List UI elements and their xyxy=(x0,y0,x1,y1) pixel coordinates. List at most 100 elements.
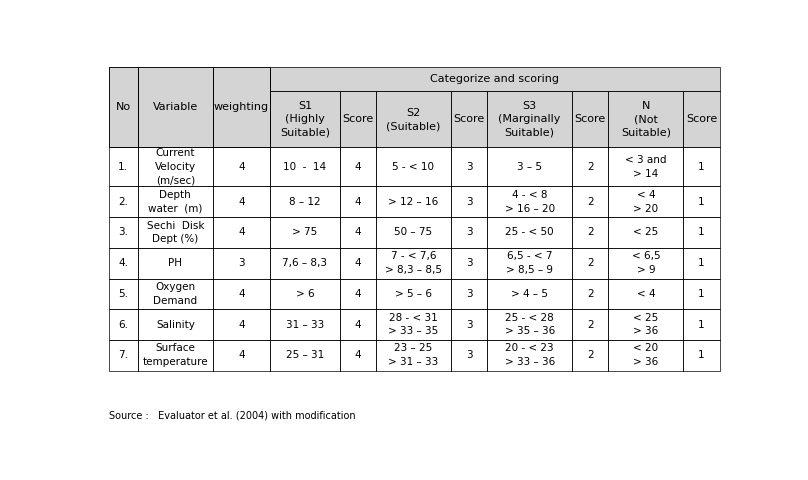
Bar xyxy=(487,147,572,186)
Bar xyxy=(108,217,137,248)
Bar xyxy=(608,278,684,309)
Text: 4: 4 xyxy=(238,289,245,299)
Bar xyxy=(572,217,608,248)
Text: 28 - < 31
> 33 – 35: 28 - < 31 > 33 – 35 xyxy=(389,313,439,336)
Bar xyxy=(451,278,487,309)
Text: PH: PH xyxy=(168,258,183,268)
Text: 4 - < 8
> 16 – 20: 4 - < 8 > 16 – 20 xyxy=(504,190,555,214)
Bar xyxy=(108,67,137,147)
Bar xyxy=(339,340,376,371)
Bar xyxy=(213,278,270,309)
Bar xyxy=(213,147,270,186)
Text: 1: 1 xyxy=(698,228,705,238)
Bar xyxy=(376,248,451,278)
Bar xyxy=(376,147,451,186)
Bar xyxy=(572,309,608,340)
Bar xyxy=(451,309,487,340)
Bar xyxy=(108,147,137,186)
Text: 25 - < 28
> 35 – 36: 25 - < 28 > 35 – 36 xyxy=(504,313,555,336)
Bar xyxy=(270,217,339,248)
Bar xyxy=(572,147,608,186)
Bar xyxy=(137,309,213,340)
Text: 1: 1 xyxy=(698,289,705,299)
Bar xyxy=(137,340,213,371)
Bar xyxy=(270,309,339,340)
Bar xyxy=(213,186,270,217)
Bar xyxy=(451,147,487,186)
Text: 4: 4 xyxy=(355,350,361,360)
Text: 3: 3 xyxy=(465,258,473,268)
Bar xyxy=(451,186,487,217)
Text: 1: 1 xyxy=(698,162,705,172)
Bar xyxy=(339,248,376,278)
Bar xyxy=(137,186,213,217)
Bar xyxy=(213,217,270,248)
Text: < 4: < 4 xyxy=(637,289,655,299)
Bar xyxy=(608,91,684,147)
Text: 4: 4 xyxy=(355,320,361,330)
Bar xyxy=(339,278,376,309)
Bar xyxy=(376,217,451,248)
Bar xyxy=(137,67,213,147)
Bar xyxy=(487,309,572,340)
Bar xyxy=(108,147,137,186)
Bar xyxy=(339,309,376,340)
Bar xyxy=(108,186,137,217)
Bar xyxy=(270,217,339,248)
Text: Score: Score xyxy=(574,114,606,124)
Bar xyxy=(376,186,451,217)
Bar xyxy=(608,340,684,371)
Text: 2: 2 xyxy=(587,258,594,268)
Text: Categorize and scoring: Categorize and scoring xyxy=(431,74,559,84)
Text: > 6: > 6 xyxy=(296,289,314,299)
Bar xyxy=(451,340,487,371)
Bar xyxy=(684,248,720,278)
Bar xyxy=(376,91,451,147)
Text: 4.: 4. xyxy=(118,258,128,268)
Text: S1
(Highly
Suitable): S1 (Highly Suitable) xyxy=(280,101,330,138)
Bar xyxy=(487,278,572,309)
Bar xyxy=(339,91,376,147)
Bar xyxy=(137,67,213,147)
Bar xyxy=(137,217,213,248)
Text: Oxygen
Demand: Oxygen Demand xyxy=(154,282,197,306)
Bar xyxy=(684,147,720,186)
Bar xyxy=(108,278,137,309)
Bar xyxy=(270,67,720,91)
Bar xyxy=(487,340,572,371)
Bar xyxy=(487,340,572,371)
Bar xyxy=(339,340,376,371)
Text: 3 – 5: 3 – 5 xyxy=(517,162,542,172)
Bar xyxy=(137,147,213,186)
Text: Current
Velocity
(m/sec): Current Velocity (m/sec) xyxy=(155,148,196,185)
Text: < 25: < 25 xyxy=(633,228,659,238)
Bar xyxy=(270,340,339,371)
Bar xyxy=(213,309,270,340)
Text: weighting: weighting xyxy=(214,102,269,112)
Bar xyxy=(487,217,572,248)
Text: 23 – 25
> 31 – 33: 23 – 25 > 31 – 33 xyxy=(389,344,439,367)
Bar xyxy=(213,340,270,371)
Text: > 12 – 16: > 12 – 16 xyxy=(389,197,439,207)
Bar xyxy=(487,186,572,217)
Text: N
(Not
Suitable): N (Not Suitable) xyxy=(621,101,671,138)
Text: 8 – 12: 8 – 12 xyxy=(289,197,321,207)
Text: 2: 2 xyxy=(587,228,594,238)
Text: 4: 4 xyxy=(238,228,245,238)
Bar xyxy=(684,217,720,248)
Bar xyxy=(572,186,608,217)
Bar xyxy=(108,309,137,340)
Bar xyxy=(339,309,376,340)
Bar xyxy=(270,67,720,91)
Bar xyxy=(608,186,684,217)
Text: 2: 2 xyxy=(587,320,594,330)
Bar xyxy=(376,217,451,248)
Bar xyxy=(451,91,487,147)
Bar xyxy=(339,217,376,248)
Bar xyxy=(487,278,572,309)
Bar xyxy=(684,91,720,147)
Bar xyxy=(137,278,213,309)
Bar xyxy=(270,248,339,278)
Text: 5 - < 10: 5 - < 10 xyxy=(393,162,435,172)
Bar xyxy=(684,186,720,217)
